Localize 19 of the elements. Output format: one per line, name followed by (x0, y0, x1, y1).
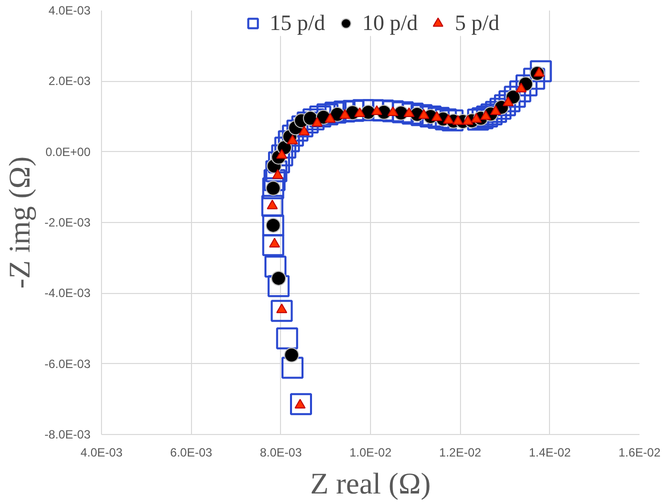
x-tick-label: 4.0E-03 (80, 446, 123, 460)
x-tick-label: 1.0E-02 (349, 446, 392, 460)
x-tick-label: 8.0E-03 (260, 446, 302, 460)
y-tick-label: -6.0E-03 (44, 356, 91, 371)
y-tick-label: -8.0E-03 (44, 428, 91, 442)
y-tick-label: -2.0E-03 (44, 216, 91, 230)
x-tick-label: 6.0E-03 (170, 446, 213, 460)
x-tick-label: 1.2E-02 (439, 446, 482, 460)
y-tick-label: 2.0E-03 (48, 74, 91, 88)
y-tick-label: 0.0E+00 (45, 144, 91, 159)
legend-label: 10 p/d (362, 10, 418, 36)
y-tick-label: -4.0E-03 (44, 286, 91, 300)
y-axis-title: -Z img (Ω) (3, 156, 36, 289)
x-tick-label: 1.4E-02 (528, 446, 572, 460)
y-tick-label: 4.0E-03 (48, 4, 91, 18)
x-axis-title: Z real (Ω) (310, 468, 431, 500)
legend-label: 15 p/d (270, 10, 326, 36)
x-tick-label: 1.6E-02 (618, 446, 661, 460)
legend-label: 5 p/d (454, 10, 500, 36)
